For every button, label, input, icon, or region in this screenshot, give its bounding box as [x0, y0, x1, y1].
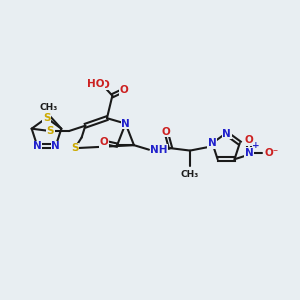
Text: O: O: [244, 135, 253, 145]
Text: N: N: [244, 148, 253, 158]
Text: N: N: [51, 141, 60, 151]
Text: N: N: [33, 141, 42, 151]
Text: N: N: [222, 129, 231, 139]
Text: +: +: [252, 141, 259, 150]
Text: S: S: [71, 143, 79, 153]
Text: S: S: [43, 113, 50, 123]
Text: HO: HO: [87, 79, 105, 89]
Text: O: O: [101, 80, 110, 90]
Text: CH₃: CH₃: [181, 170, 199, 179]
Text: N: N: [121, 118, 130, 129]
Text: S: S: [46, 126, 54, 136]
Text: H: H: [97, 80, 104, 89]
Text: CH₃: CH₃: [39, 103, 58, 112]
Text: O: O: [99, 137, 108, 147]
Text: O: O: [162, 127, 170, 137]
Text: O: O: [119, 85, 128, 95]
Text: N: N: [208, 138, 217, 148]
Text: O⁻: O⁻: [265, 148, 279, 158]
Text: NH: NH: [151, 145, 168, 155]
